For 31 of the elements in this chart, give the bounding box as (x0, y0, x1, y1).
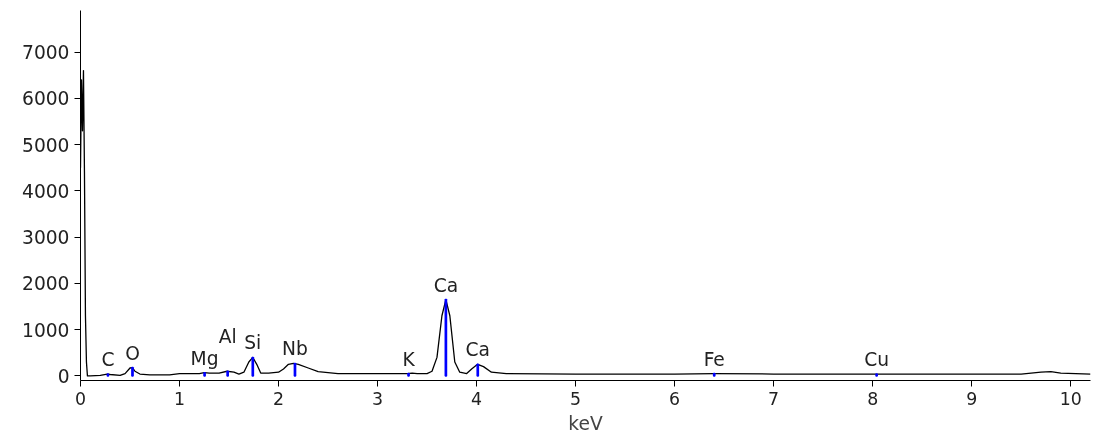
y-tick-label: 2000 (22, 273, 70, 295)
x-tick-label: 4 (471, 388, 483, 409)
x-tick-label: 3 (372, 388, 384, 409)
x-axis-title: keV (568, 412, 603, 434)
annotation: Mg (190, 347, 219, 369)
x-tick-label: 9 (966, 388, 978, 409)
x-tick-label: 8 (867, 388, 879, 409)
y-tick-label: 5000 (22, 134, 70, 156)
x-tick-label: 2 (273, 388, 285, 409)
annotation: Cu (864, 349, 890, 371)
x-tick-label: 10 (1059, 388, 1082, 409)
annotation: O (125, 342, 140, 364)
x-tick-label: 5 (570, 388, 582, 409)
y-tick-label: 7000 (22, 42, 70, 64)
y-tick-label: 4000 (22, 180, 70, 202)
x-tick-label: 7 (768, 388, 780, 409)
x-tick-label: 1 (174, 388, 186, 409)
x-tick-label: 0 (74, 388, 87, 409)
annotation: Si (244, 332, 262, 354)
annotation: Al (218, 325, 237, 347)
annotation: Ca (465, 339, 491, 361)
annotation: C (101, 349, 115, 371)
y-tick-label: 0 (57, 365, 70, 387)
y-tick-label: 1000 (22, 319, 70, 341)
annotation: Ca (433, 274, 459, 296)
annotation: K (402, 348, 416, 370)
annotation: Fe (703, 348, 725, 370)
annotation: Nb (282, 338, 308, 360)
x-tick-label: 6 (669, 388, 681, 409)
y-tick-label: 6000 (22, 88, 70, 110)
y-tick-label: 3000 (22, 227, 70, 249)
